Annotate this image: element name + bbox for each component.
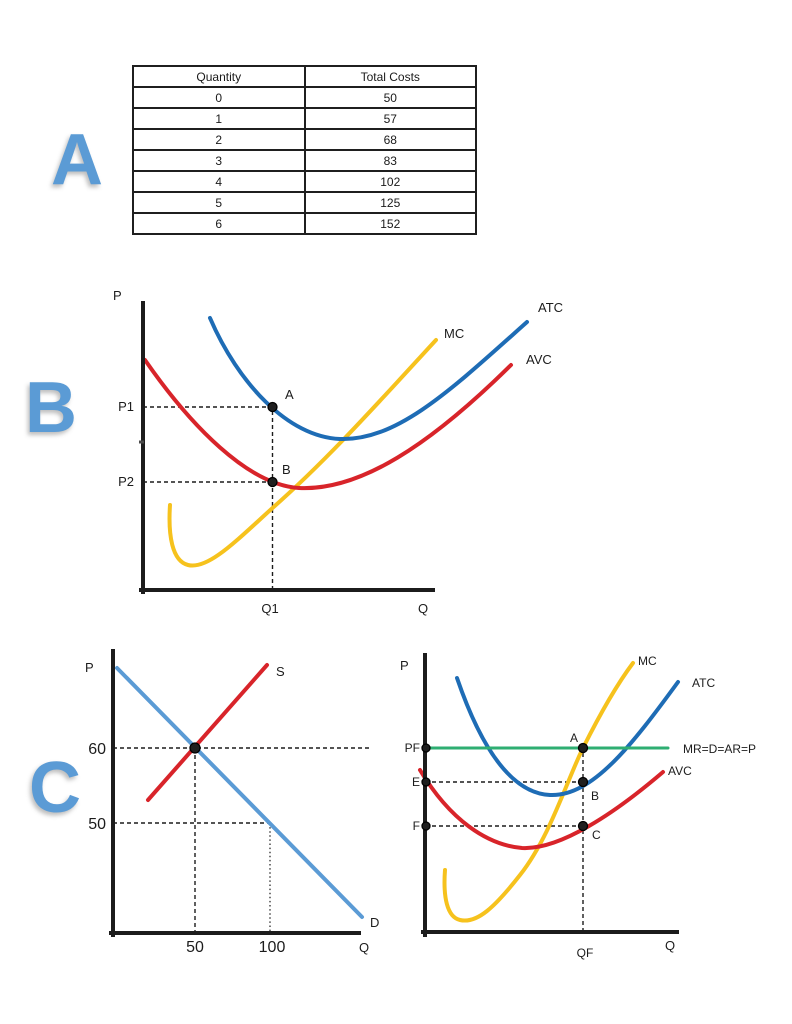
tick-p1: P1 bbox=[118, 399, 134, 414]
point-b-label: B bbox=[282, 462, 291, 477]
demand-label: D bbox=[370, 915, 379, 930]
equilibrium-dot bbox=[189, 742, 201, 754]
table-row: 3 83 bbox=[132, 149, 477, 172]
avc-label: AVC bbox=[526, 352, 552, 367]
cell-quantity: 2 bbox=[132, 128, 306, 151]
diagram-c-firm: P Q PF E F QF A B C MC ATC AVC MR=D=AR=P bbox=[400, 653, 756, 960]
cell-total-costs: 125 bbox=[303, 191, 477, 214]
cell-quantity: 6 bbox=[132, 212, 306, 235]
atc-label: ATC bbox=[692, 676, 715, 690]
diagram-c-market: P Q 60 50 50 100 S D bbox=[85, 649, 379, 956]
cell-total-costs: 68 bbox=[303, 128, 477, 151]
table-row: 6 152 bbox=[132, 212, 477, 235]
y-axis-label: P bbox=[113, 288, 122, 303]
mc-label: MC bbox=[444, 326, 464, 341]
supply-label: S bbox=[276, 664, 285, 679]
tick-e: E bbox=[412, 775, 420, 789]
section-label-a: A bbox=[51, 120, 103, 200]
header-total-costs: Total Costs bbox=[303, 65, 477, 88]
table-row: 0 50 bbox=[132, 86, 477, 109]
table-row: 4 102 bbox=[132, 170, 477, 193]
table-header-row: Quantity Total Costs bbox=[132, 65, 477, 88]
tick-price-50: 50 bbox=[88, 816, 106, 833]
tick-qty-50: 50 bbox=[186, 939, 204, 956]
tick-q1: Q1 bbox=[261, 601, 278, 616]
point-a-dot bbox=[577, 742, 589, 754]
mc-curve bbox=[167, 338, 438, 568]
cell-total-costs: 102 bbox=[303, 170, 477, 193]
y-axis-label: P bbox=[85, 660, 94, 675]
cell-total-costs: 50 bbox=[303, 86, 477, 109]
mc-curve bbox=[442, 661, 635, 923]
cell-quantity: 3 bbox=[132, 149, 306, 172]
cell-quantity: 1 bbox=[132, 107, 306, 130]
e-axis-dot bbox=[421, 777, 431, 787]
x-axis-label: Q bbox=[418, 601, 428, 616]
atc-curve bbox=[455, 676, 680, 798]
table-row: 2 68 bbox=[132, 128, 477, 151]
avc-label: AVC bbox=[668, 764, 692, 778]
point-c-label: C bbox=[592, 828, 601, 842]
avc-curve bbox=[418, 768, 665, 851]
point-a-dot bbox=[267, 401, 278, 413]
atc-curve bbox=[208, 316, 529, 442]
demand-line bbox=[115, 666, 364, 919]
f-axis-dot bbox=[421, 821, 431, 831]
point-a-label: A bbox=[570, 731, 578, 745]
cell-quantity: 5 bbox=[132, 191, 306, 214]
diagram-b-cost-curves: P Q P1 P2 Q1 A B MC ATC AVC bbox=[113, 288, 563, 616]
supply-line bbox=[146, 663, 269, 802]
tick-p2: P2 bbox=[118, 474, 134, 489]
cell-quantity: 0 bbox=[132, 86, 306, 109]
atc-label: ATC bbox=[538, 300, 563, 315]
y-axis-label: P bbox=[400, 658, 409, 673]
section-label-c: C bbox=[29, 748, 81, 828]
x-axis-label: Q bbox=[665, 938, 675, 953]
tick-price-60: 60 bbox=[88, 741, 106, 758]
pf-axis-dot bbox=[421, 743, 431, 753]
point-b-dot bbox=[267, 476, 278, 488]
point-c-dot bbox=[577, 820, 589, 832]
avc-curve bbox=[143, 358, 513, 491]
tick-qf: QF bbox=[577, 946, 594, 960]
tick-pf: PF bbox=[405, 741, 420, 755]
cell-quantity: 4 bbox=[132, 170, 306, 193]
tick-f: F bbox=[413, 819, 420, 833]
header-quantity: Quantity bbox=[132, 65, 306, 88]
table-row: 5 125 bbox=[132, 191, 477, 214]
cell-total-costs: 57 bbox=[303, 107, 477, 130]
mc-label: MC bbox=[638, 654, 657, 668]
total-costs-table: Quantity Total Costs 0 50 1 57 2 68 3 83… bbox=[132, 65, 477, 235]
point-b-dot bbox=[577, 776, 589, 788]
section-label-b: B bbox=[25, 368, 77, 448]
point-b-label: B bbox=[591, 789, 599, 803]
cell-total-costs: 152 bbox=[303, 212, 477, 235]
x-axis-label: Q bbox=[359, 940, 369, 955]
table-row: 1 57 bbox=[132, 107, 477, 130]
tick-qty-100: 100 bbox=[259, 939, 286, 956]
point-a-label: A bbox=[285, 387, 294, 402]
mr-label: MR=D=AR=P bbox=[683, 742, 756, 756]
cell-total-costs: 83 bbox=[303, 149, 477, 172]
